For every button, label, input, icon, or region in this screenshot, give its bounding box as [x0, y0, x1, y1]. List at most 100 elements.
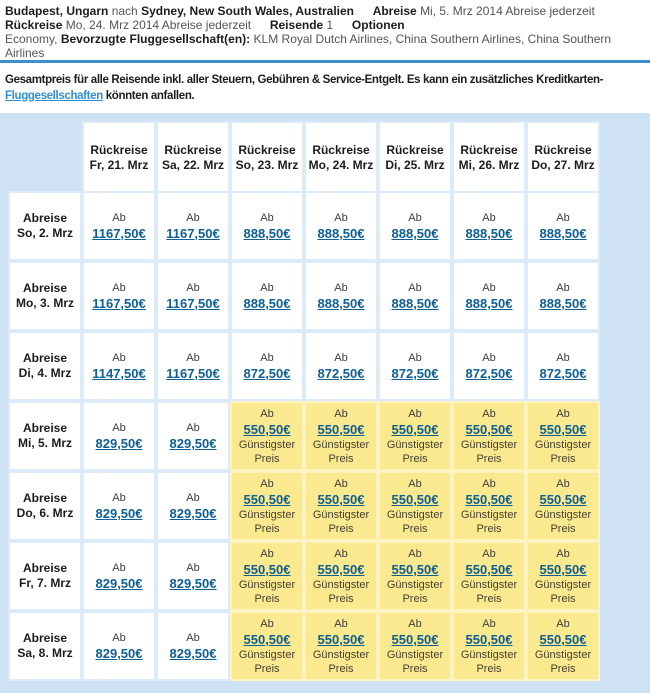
row-header-label: Abreise: [22, 561, 68, 575]
fare-price-link[interactable]: 829,50€: [169, 505, 217, 521]
fare-cell-cheapest: Ab 550,50€ Günstigster Preis: [304, 541, 378, 611]
fare-price-link[interactable]: 888,50€: [317, 295, 365, 311]
row-header: Abreise Mo, 3. Mrz: [8, 261, 82, 331]
fare-price-link[interactable]: 888,50€: [539, 225, 587, 241]
divider-rule: [0, 60, 650, 63]
ab-prefix: Ab: [334, 351, 348, 364]
fare-cell: Ab 829,50€: [156, 401, 230, 471]
fare-price-link[interactable]: 888,50€: [391, 225, 439, 241]
fare-price-link[interactable]: 888,50€: [243, 225, 291, 241]
fare-price-link[interactable]: 888,50€: [465, 295, 513, 311]
fare-price-link[interactable]: 550,50€: [391, 421, 439, 437]
fare-price-link[interactable]: 829,50€: [95, 575, 143, 591]
row-header: Abreise Di, 4. Mrz: [8, 331, 82, 401]
fare-price-link[interactable]: 888,50€: [539, 295, 587, 311]
optionen-link[interactable]: Optionen: [351, 18, 405, 32]
fare-price-link[interactable]: 550,50€: [243, 561, 291, 577]
column-header-label: Rückreise: [460, 143, 518, 157]
fare-cell: Ab 829,50€: [82, 471, 156, 541]
ab-prefix: Ab: [186, 211, 200, 224]
fare-price-link[interactable]: 829,50€: [169, 575, 217, 591]
fare-price-link[interactable]: 872,50€: [539, 365, 587, 381]
cheapest-price-label: Günstigster Preis: [312, 438, 370, 465]
fare-price-link[interactable]: 888,50€: [317, 225, 365, 241]
fare-price-link[interactable]: 550,50€: [465, 631, 513, 647]
fare-cell: Ab 829,50€: [156, 541, 230, 611]
ab-prefix: Ab: [334, 281, 348, 294]
ab-prefix: Ab: [408, 617, 422, 630]
ab-prefix: Ab: [186, 631, 200, 644]
fare-price-link[interactable]: 872,50€: [391, 365, 439, 381]
column-header-date: Sa, 22. Mrz: [161, 158, 225, 172]
fare-price-link[interactable]: 829,50€: [95, 435, 143, 451]
fare-price-link[interactable]: 550,50€: [465, 491, 513, 507]
abreise-value: Mi, 5. Mrz 2014 Abreise jederzeit: [420, 4, 595, 18]
ab-prefix: Ab: [334, 407, 348, 420]
fare-price-link[interactable]: 550,50€: [539, 421, 587, 437]
fare-price-link[interactable]: 888,50€: [465, 225, 513, 241]
fare-price-link[interactable]: 829,50€: [169, 435, 217, 451]
cheapest-price-label: Günstigster Preis: [238, 508, 296, 535]
ab-prefix: Ab: [556, 281, 570, 294]
ab-prefix: Ab: [408, 547, 422, 560]
ab-prefix: Ab: [556, 477, 570, 490]
fare-price-link[interactable]: 550,50€: [539, 561, 587, 577]
fare-price-link[interactable]: 550,50€: [243, 491, 291, 507]
fare-price-link[interactable]: 550,50€: [539, 631, 587, 647]
fare-price-link[interactable]: 872,50€: [317, 365, 365, 381]
ab-prefix: Ab: [186, 421, 200, 434]
fare-cell-cheapest: Ab 550,50€ Günstigster Preis: [526, 471, 600, 541]
ab-prefix: Ab: [482, 281, 496, 294]
fare-price-link[interactable]: 888,50€: [391, 295, 439, 311]
fare-cell: Ab 829,50€: [82, 401, 156, 471]
fare-price-link[interactable]: 550,50€: [243, 421, 291, 437]
fare-price-link[interactable]: 550,50€: [391, 491, 439, 507]
fare-price-link[interactable]: 829,50€: [169, 645, 217, 661]
row-header-label: Abreise: [22, 491, 68, 505]
column-header: Rückreise So, 23. Mrz: [230, 121, 304, 195]
fare-price-link[interactable]: 872,50€: [243, 365, 291, 381]
ab-prefix: Ab: [482, 477, 496, 490]
ab-prefix: Ab: [260, 547, 274, 560]
fare-price-link[interactable]: 888,50€: [243, 295, 291, 311]
fare-cell-cheapest: Ab 550,50€ Günstigster Preis: [304, 401, 378, 471]
fare-price-link[interactable]: 872,50€: [465, 365, 513, 381]
fare-price-link[interactable]: 1167,50€: [92, 295, 146, 311]
cheapest-price-label: Günstigster Preis: [460, 648, 518, 675]
cheapest-price-label: Günstigster Preis: [238, 438, 296, 465]
preferred-airlines-value: KLM Royal Dutch Airlines, China Southern…: [5, 32, 612, 60]
ab-prefix: Ab: [556, 407, 570, 420]
trip-summary-line1: Budapest, Ungarn nach Sydney, New South …: [5, 4, 644, 18]
notice-line2: Fluggesellschaften könnten anfallen.: [5, 88, 644, 104]
trip-summary-line2: Rückreise Mo, 24. Mrz 2014 Abreise jeder…: [5, 18, 644, 32]
row-header-label: Abreise: [22, 281, 68, 295]
ab-prefix: Ab: [408, 407, 422, 420]
cheapest-price-label: Günstigster Preis: [460, 578, 518, 605]
fare-price-link[interactable]: 550,50€: [391, 631, 439, 647]
fare-price-link[interactable]: 829,50€: [95, 645, 143, 661]
cheapest-price-label: Günstigster Preis: [460, 508, 518, 535]
fare-price-link[interactable]: 1167,50€: [166, 365, 220, 381]
fare-price-link[interactable]: 550,50€: [539, 491, 587, 507]
fare-price-link[interactable]: 1167,50€: [166, 295, 220, 311]
trip-summary-line3: Economy, Bevorzugte Fluggesellschaft(en)…: [5, 32, 644, 60]
row-header: Abreise Mi, 5. Mrz: [8, 401, 82, 471]
row-header-date: Sa, 8. Mrz: [17, 646, 73, 660]
fare-price-link[interactable]: 550,50€: [317, 491, 365, 507]
fare-price-link[interactable]: 550,50€: [465, 421, 513, 437]
fare-cell: Ab 1167,50€: [156, 191, 230, 261]
fare-price-link[interactable]: 1147,50€: [92, 365, 146, 381]
fare-price-link[interactable]: 1167,50€: [92, 225, 146, 241]
column-header-label: Rückreise: [164, 143, 222, 157]
fare-price-link[interactable]: 550,50€: [243, 631, 291, 647]
fare-price-link[interactable]: 1167,50€: [166, 225, 220, 241]
fare-price-link[interactable]: 550,50€: [317, 631, 365, 647]
fare-price-link[interactable]: 829,50€: [95, 505, 143, 521]
fare-price-link[interactable]: 550,50€: [465, 561, 513, 577]
fluggesellschaften-link[interactable]: Fluggesellschaften: [5, 90, 103, 102]
fare-price-link[interactable]: 550,50€: [391, 561, 439, 577]
fare-price-link[interactable]: 550,50€: [317, 421, 365, 437]
destination-city: Sydney, New South Wales, Australien: [141, 4, 354, 18]
origin-city: Budapest, Ungarn: [5, 4, 109, 18]
fare-price-link[interactable]: 550,50€: [317, 561, 365, 577]
